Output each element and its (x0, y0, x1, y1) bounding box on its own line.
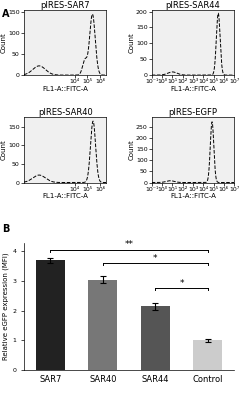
Text: *: * (153, 254, 158, 263)
X-axis label: FL1-A::FITC-A: FL1-A::FITC-A (170, 86, 216, 92)
Bar (88, 280, 117, 370)
Bar (193, 340, 222, 370)
X-axis label: FL1-A::FITC-A: FL1-A::FITC-A (170, 193, 216, 199)
Text: A: A (2, 9, 10, 19)
Title: pIRES-SAR40: pIRES-SAR40 (38, 108, 92, 117)
Bar (36, 260, 65, 370)
Y-axis label: Relative eGFP expression (MFI): Relative eGFP expression (MFI) (3, 252, 10, 360)
Y-axis label: Count: Count (1, 140, 7, 160)
Y-axis label: Count: Count (1, 32, 7, 53)
Title: pIRES-SAR7: pIRES-SAR7 (40, 1, 90, 10)
X-axis label: FL1-A::FITC-A: FL1-A::FITC-A (42, 86, 88, 92)
Title: pIRES-SAR44: pIRES-SAR44 (166, 1, 220, 10)
X-axis label: FL1-A::FITC-A: FL1-A::FITC-A (42, 193, 88, 199)
Text: B: B (2, 224, 10, 234)
Title: pIRES-EGFP: pIRES-EGFP (168, 108, 217, 117)
Y-axis label: Count: Count (128, 140, 134, 160)
Y-axis label: Count: Count (128, 32, 134, 53)
Bar (141, 306, 170, 370)
Text: *: * (179, 279, 184, 288)
Text: **: ** (125, 240, 134, 249)
